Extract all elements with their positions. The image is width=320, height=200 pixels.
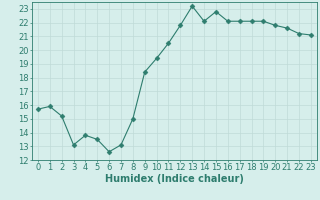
X-axis label: Humidex (Indice chaleur): Humidex (Indice chaleur) [105, 174, 244, 184]
